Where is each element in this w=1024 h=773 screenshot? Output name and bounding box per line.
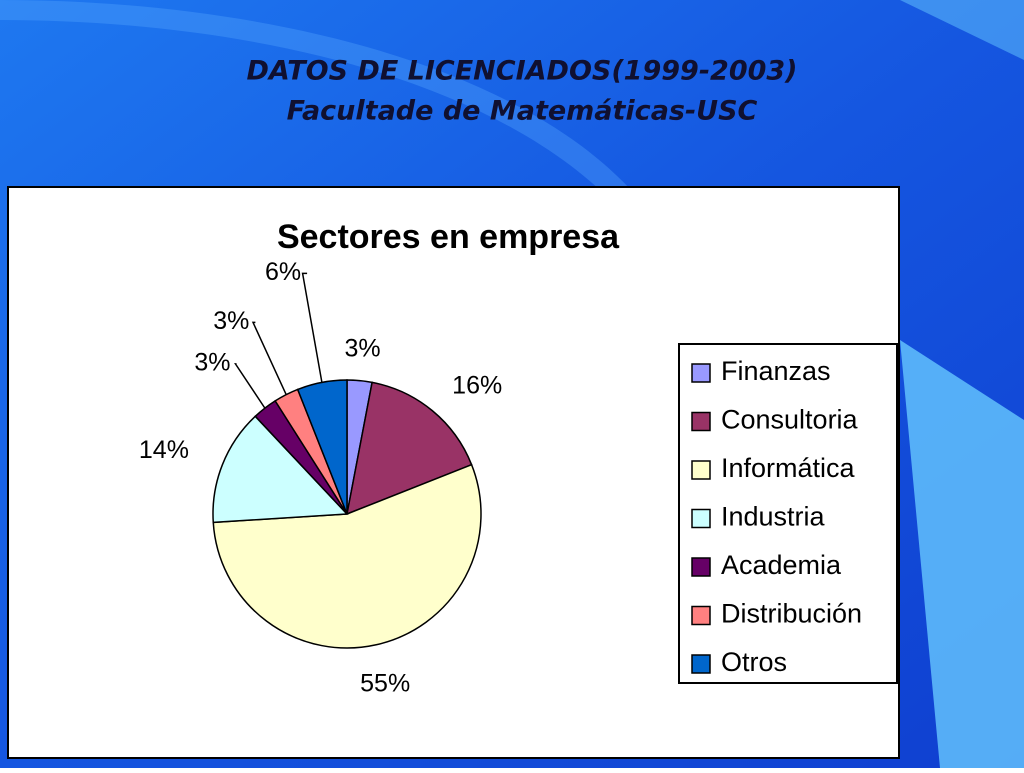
leader-line	[251, 321, 287, 395]
legend-swatch	[691, 508, 711, 529]
data-label: 3%	[194, 348, 230, 376]
decor	[900, 340, 1024, 768]
decor	[900, 0, 1024, 60]
chart-title: Sectores en empresa	[277, 218, 620, 256]
slide-title: DATOS DE LICENCIADOS(1999-2003)	[246, 56, 797, 87]
data-label: 6%	[265, 258, 301, 286]
legend-label: Informática	[721, 453, 856, 483]
legend-swatch	[691, 363, 711, 383]
legend-label: Finanzas	[721, 356, 831, 386]
leader-line	[234, 363, 266, 409]
legend	[678, 343, 898, 684]
legend-swatch	[691, 654, 711, 674]
legend-label: Distribución	[721, 599, 862, 629]
legend-label: Industria	[721, 502, 826, 532]
legend-label: Consultoria	[721, 405, 859, 435]
pie-slice	[212, 463, 482, 649]
data-label: 55%	[360, 669, 410, 697]
legend-swatch	[691, 557, 711, 577]
legend-swatch	[691, 411, 711, 432]
legend-label: Academia	[721, 550, 842, 580]
pie-slice	[212, 415, 349, 524]
pie-slice	[346, 381, 473, 516]
legend-label: Otros	[721, 647, 787, 677]
data-label: 3%	[213, 307, 249, 335]
data-label: 3%	[344, 334, 380, 362]
data-label: 16%	[452, 371, 502, 399]
leader-line	[301, 272, 323, 383]
legend-swatch	[691, 605, 711, 626]
decor	[0, 0, 640, 210]
legend-swatch	[691, 460, 711, 480]
slide-subtitle: Facultade de Matemáticas-USC	[287, 96, 758, 127]
data-label: 14%	[139, 436, 189, 464]
